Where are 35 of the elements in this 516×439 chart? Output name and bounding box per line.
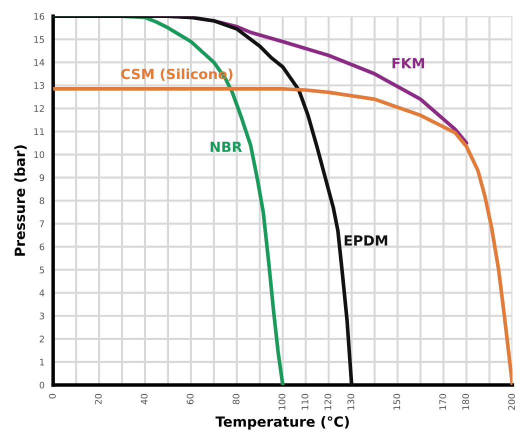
y-tick-label: 15 — [34, 36, 44, 43]
x-tick-label: 60 — [186, 394, 194, 404]
y-tick-label: 10 — [34, 151, 44, 158]
x-tick-label: 0 — [48, 394, 56, 398]
x-axis-title: Temperature (°C) — [216, 416, 349, 430]
y-tick-label: 2 — [40, 336, 44, 342]
y-tick-label: 6 — [40, 243, 44, 250]
x-tick-label: 150 — [393, 394, 400, 410]
series-label: NBR — [210, 142, 242, 152]
series-label: EPDM — [344, 235, 388, 246]
y-tick-label: 1 — [40, 358, 44, 366]
x-tick-label: 100 — [278, 394, 286, 410]
y-tick-label: 0 — [40, 382, 44, 389]
x-tick-label: 120 — [324, 394, 332, 410]
y-tick-label: 12 — [34, 105, 44, 112]
y-tick-label: 9 — [40, 174, 44, 182]
x-tick-label: 180 — [462, 394, 470, 410]
x-tick-label: 80 — [232, 394, 240, 404]
x-tick-label: 200 — [508, 394, 516, 410]
y-tick-label: 14 — [34, 59, 44, 66]
y-axis-title: Pressure (bar) — [14, 145, 27, 256]
x-tick-label: 40 — [140, 394, 148, 404]
x-tick-label: 170 — [439, 394, 446, 410]
y-tick-label: 16 — [34, 12, 44, 20]
y-tick-label: 5 — [40, 266, 44, 274]
y-tick-label: 11 — [34, 128, 44, 135]
y-tick-label: 4 — [40, 290, 44, 296]
y-tick-label: 3 — [40, 312, 44, 320]
x-tick-label: 20 — [94, 394, 102, 404]
x-tick-label: 110 — [302, 394, 308, 410]
y-tick-label: 7 — [40, 220, 44, 228]
series-label: FKM — [392, 58, 424, 68]
y-tick-label: 8 — [40, 197, 44, 204]
y-tick-label: 13 — [34, 82, 44, 89]
x-tick-label: 130 — [347, 394, 354, 410]
